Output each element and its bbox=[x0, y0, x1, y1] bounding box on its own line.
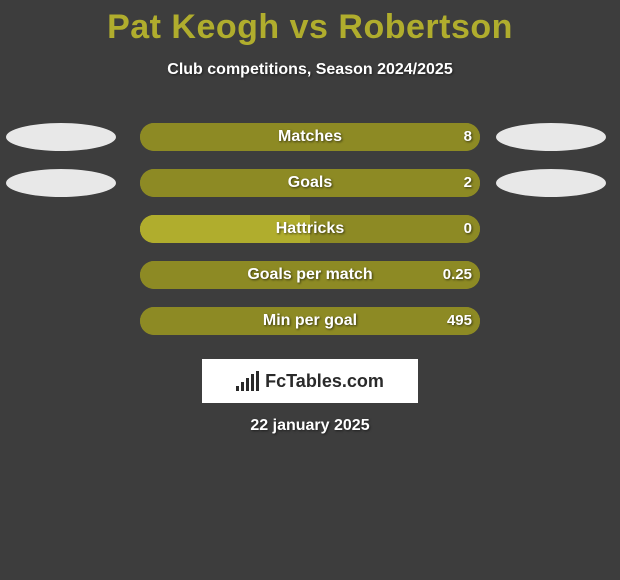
bar-right bbox=[140, 307, 480, 335]
date-text: 22 january 2025 bbox=[0, 417, 620, 435]
stat-rows: Matches8 Goals2 Hattricks0 Goals per match0… bbox=[0, 123, 620, 335]
stat-row: Min per goal495 bbox=[0, 307, 620, 335]
bar-track bbox=[140, 261, 480, 289]
logo-text: FcTables.com bbox=[265, 371, 384, 392]
stat-row: Hattricks0 bbox=[0, 215, 620, 243]
player1-badge bbox=[6, 123, 116, 151]
subtitle: Club competitions, Season 2024/2025 bbox=[0, 61, 620, 79]
page-title: Pat Keogh vs Robertson bbox=[0, 0, 620, 47]
comparison-card: Pat Keogh vs Robertson Club competitions… bbox=[0, 0, 620, 580]
player2-name: Robertson bbox=[338, 8, 513, 46]
vs-text: vs bbox=[290, 8, 329, 46]
player1-name: Pat Keogh bbox=[107, 8, 280, 46]
stat-row: Goals per match0.25 bbox=[0, 261, 620, 289]
bar-track bbox=[140, 169, 480, 197]
bar-right bbox=[140, 169, 480, 197]
player1-badge bbox=[6, 169, 116, 197]
stat-row: Goals2 bbox=[0, 169, 620, 197]
player2-badge bbox=[496, 123, 606, 151]
bar-track bbox=[140, 307, 480, 335]
bar-right bbox=[310, 215, 480, 243]
bar-right bbox=[140, 123, 480, 151]
bar-chart-icon bbox=[236, 371, 259, 391]
player2-badge bbox=[496, 169, 606, 197]
bar-track bbox=[140, 123, 480, 151]
stat-row: Matches8 bbox=[0, 123, 620, 151]
bar-track bbox=[140, 215, 480, 243]
logo-box: FcTables.com bbox=[202, 359, 418, 403]
bar-right bbox=[140, 261, 480, 289]
